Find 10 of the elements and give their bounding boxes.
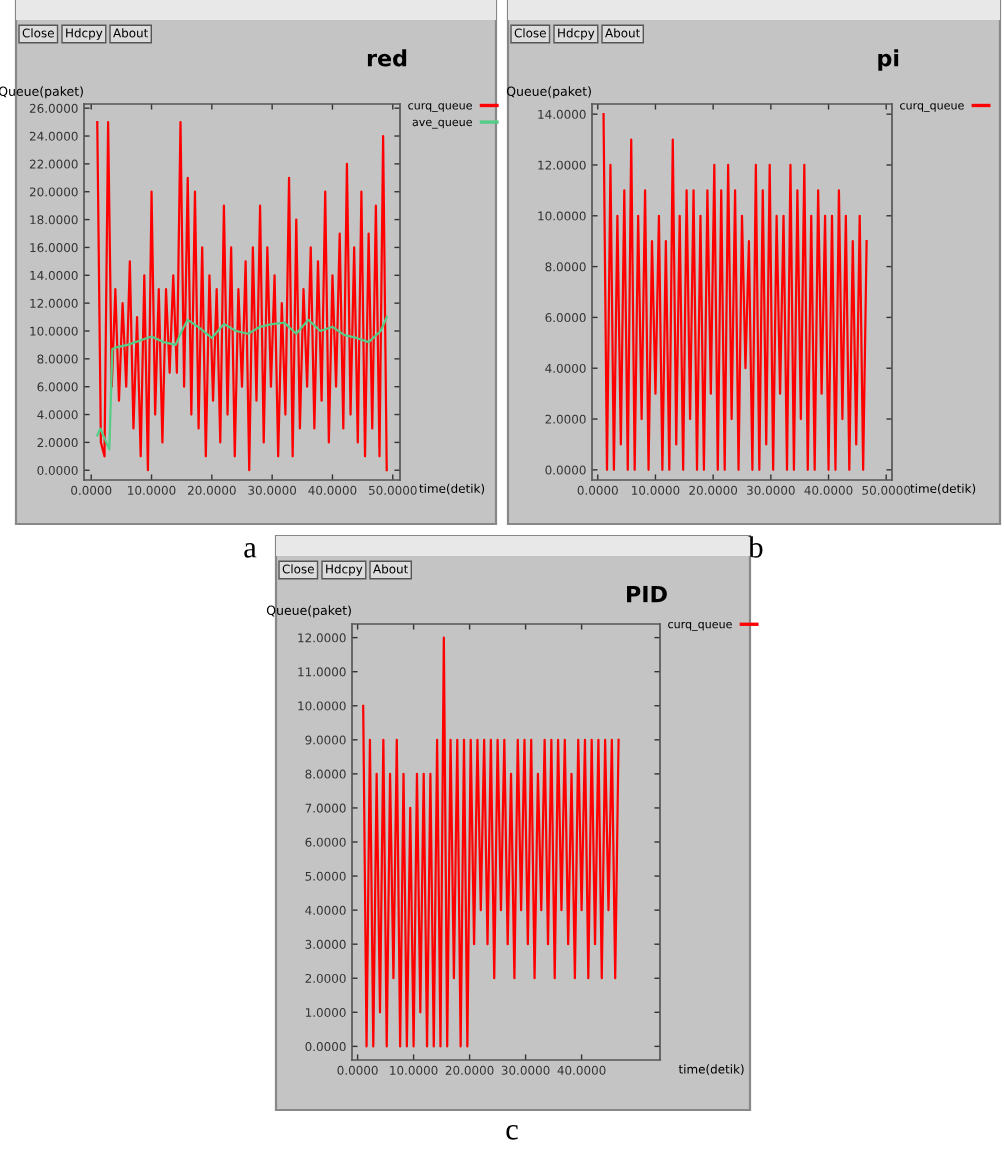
text: a	[244, 543, 257, 558]
line-series	[362, 636, 620, 1048]
chart-title: red	[367, 49, 407, 67]
text: b	[748, 536, 763, 558]
text: c	[506, 1124, 518, 1140]
line-series	[602, 113, 868, 471]
chart-title: pi	[878, 49, 899, 71]
line-series	[96, 120, 388, 472]
line-series	[96, 315, 388, 451]
chart-title: PID	[627, 585, 667, 603]
